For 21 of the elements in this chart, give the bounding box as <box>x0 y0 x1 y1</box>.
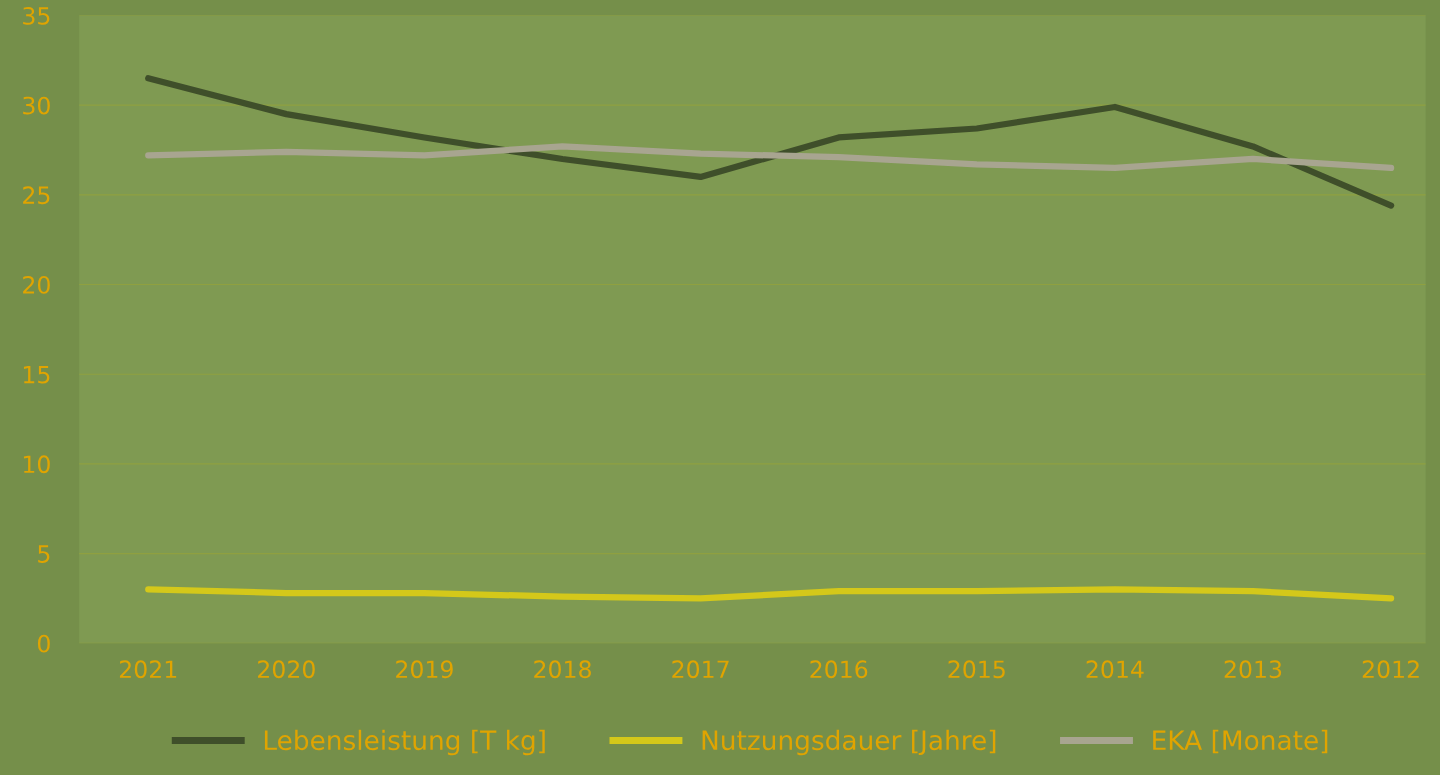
legend-label: Nutzungsdauer [Jahre] <box>702 729 996 756</box>
x-tick-label: 2019 <box>396 660 453 679</box>
x-tick-label: 2015 <box>948 660 1005 679</box>
y-tick-label: 35 <box>23 6 50 25</box>
x-tick-label: 2014 <box>1086 660 1144 679</box>
y-tick-label: 25 <box>23 186 50 205</box>
y-tick-label: 20 <box>23 275 50 294</box>
y-tick-label: 30 <box>23 96 50 115</box>
x-tick-label: 2021 <box>119 660 177 679</box>
x-tick-label: 2013 <box>1224 660 1282 679</box>
y-tick-label: 0 <box>37 634 50 653</box>
y-tick-label: 15 <box>23 365 50 384</box>
y-tick-label: 10 <box>23 455 50 474</box>
legend-label: EKA [Monate] <box>1153 729 1328 754</box>
x-tick-label: 2016 <box>810 660 868 679</box>
x-tick-label: 2012 <box>1362 660 1419 679</box>
x-tick-label: 2020 <box>258 660 315 679</box>
x-tick-label: 2018 <box>534 660 591 679</box>
y-tick-label: 5 <box>38 545 50 563</box>
x-tick-label: 2017 <box>672 660 729 679</box>
legend-label: Lebensleistung [T kg] <box>264 729 545 756</box>
